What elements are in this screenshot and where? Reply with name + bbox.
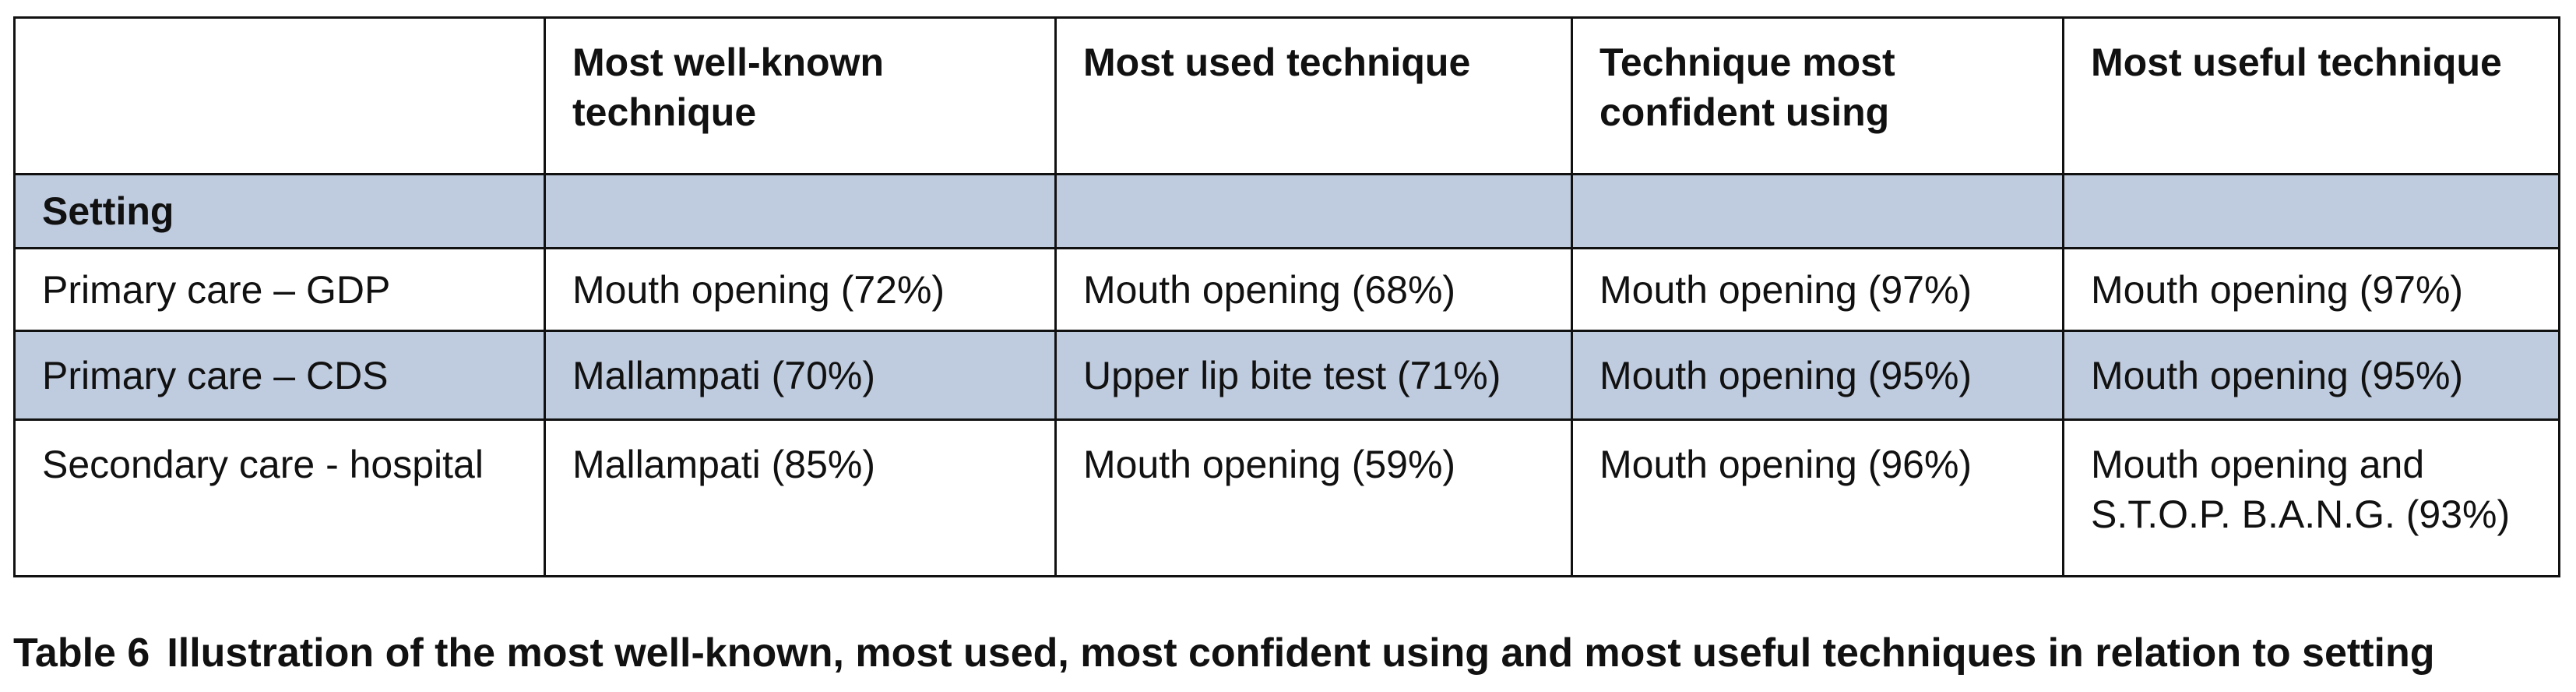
cell: Mouth opening (68%) [1054, 247, 1573, 332]
cell: Mouth opening (95%) [2062, 330, 2560, 421]
cell: Mouth opening (72%) [544, 247, 1057, 332]
row: Secondary care - hospital Mallampati (85… [13, 418, 2560, 577]
section-label: Setting [13, 173, 546, 249]
cell: Primary care – CDS [13, 330, 546, 421]
header-cell: Most well-known technique [544, 16, 1057, 175]
cell: Mallampati (85%) [544, 418, 1057, 577]
cell [544, 173, 1057, 249]
header-cell: Most useful technique [2062, 16, 2560, 175]
cell: Mouth opening (96%) [1571, 418, 2064, 577]
data-table: Most well-known technique Most used tech… [13, 16, 2560, 577]
header-cell: Most used technique [1054, 16, 1573, 175]
cell [1571, 173, 2064, 249]
cell: Mouth opening (97%) [1571, 247, 2064, 332]
header-cell [13, 16, 546, 175]
caption-label: Table 6 [13, 630, 150, 676]
cell: Mouth opening (59%) [1054, 418, 1573, 577]
header-row: Most well-known technique Most used tech… [13, 16, 2560, 175]
row: Primary care – GDP Mouth opening (72%) M… [13, 247, 2560, 332]
cell [1054, 173, 1573, 249]
cell: Mallampati (70%) [544, 330, 1057, 421]
caption-text: Illustration of the most well-known, mos… [167, 630, 2435, 676]
caption: Table 6 Illustration of the most well-kno… [13, 630, 2435, 676]
cell: Primary care – GDP [13, 247, 546, 332]
row: Primary care – CDS Mallampati (70%) Uppe… [13, 330, 2560, 421]
cell: Mouth opening and S.T.O.P. B.A.N.G. (93%… [2062, 418, 2560, 577]
cell: Secondary care - hospital [13, 418, 546, 577]
cell: Mouth opening (95%) [1571, 330, 2064, 421]
section-row: Setting [13, 173, 2560, 249]
cell: Upper lip bite test (71%) [1054, 330, 1573, 421]
cell [2062, 173, 2560, 249]
cell: Mouth opening (97%) [2062, 247, 2560, 332]
header-cell: Technique most confident using [1571, 16, 2064, 175]
